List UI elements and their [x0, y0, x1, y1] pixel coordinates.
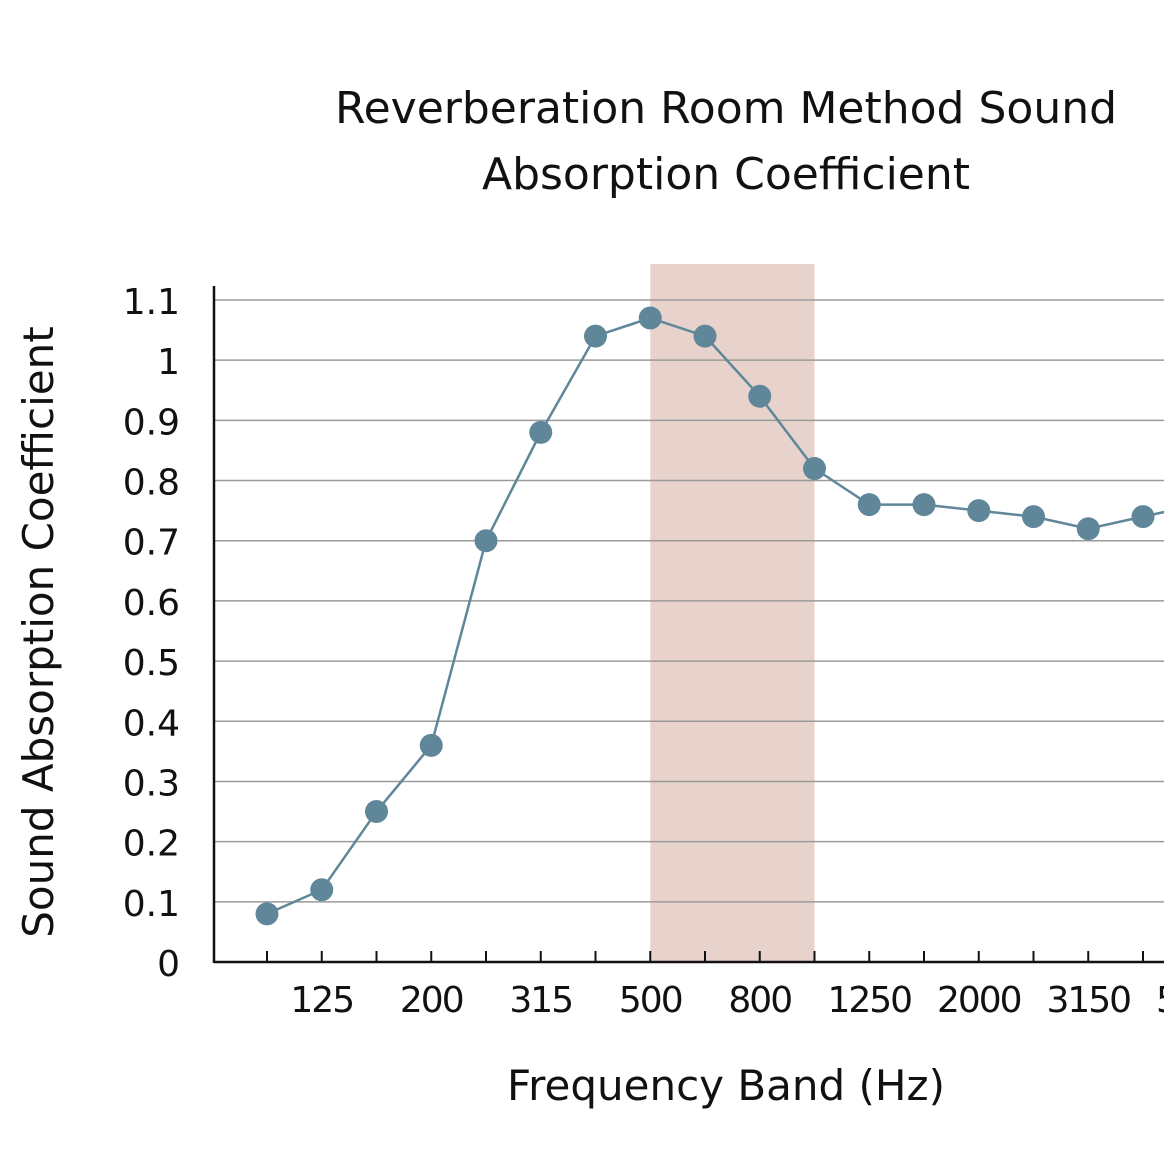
data-point — [912, 493, 936, 517]
x-tick-label: 315 — [509, 980, 572, 1021]
data-point — [1131, 505, 1155, 529]
chart-title-line-2: Absorption Coefficient — [482, 149, 970, 200]
y-tick-label: 0.3 — [123, 763, 180, 804]
chart-title-line-1: Reverberation Room Method Sound — [335, 83, 1117, 134]
highlight-band — [650, 264, 815, 962]
y-tick-label: 0.4 — [123, 703, 180, 744]
y-tick-label: 1 — [157, 342, 180, 383]
y-tick-label: 0.7 — [123, 523, 180, 564]
data-point — [967, 499, 991, 523]
y-tick-label: 0.5 — [123, 643, 180, 684]
data-point — [1022, 505, 1045, 529]
y-tick-label: 0.1 — [123, 884, 180, 925]
x-axis-label: Frequency Band (Hz) — [507, 1061, 945, 1110]
y-tick-label: 1.1 — [123, 282, 180, 323]
data-point — [474, 529, 498, 553]
y-tick-label: 0 — [157, 944, 180, 985]
data-point — [857, 493, 881, 517]
y-tick-label: 0.2 — [123, 824, 180, 865]
data-point — [803, 457, 826, 481]
data-point — [584, 324, 607, 348]
x-tick-label: 1250 — [827, 980, 911, 1021]
data-point — [255, 902, 279, 926]
x-tick-label: 500 — [619, 980, 682, 1021]
x-tick-label: 5000 — [1156, 980, 1164, 1021]
x-tick-label: 125 — [290, 980, 353, 1021]
data-point — [529, 420, 553, 444]
data-point — [693, 324, 717, 348]
y-tick-label: 0.8 — [123, 463, 180, 504]
data-point — [310, 878, 334, 902]
y-axis-label: Sound Absorption Coefficient — [14, 326, 63, 937]
data-point — [1076, 517, 1100, 541]
data-point — [365, 800, 388, 824]
data-point — [638, 306, 662, 330]
x-tick-label: 200 — [400, 980, 463, 1021]
data-point — [419, 733, 443, 757]
x-tick-label: 800 — [728, 980, 791, 1021]
x-tick-label: 3150 — [1046, 980, 1130, 1021]
y-tick-label: 0.9 — [123, 402, 180, 443]
y-tick-label: 0.6 — [123, 583, 180, 624]
x-tick-label: 2000 — [937, 980, 1021, 1021]
data-point — [748, 384, 772, 408]
